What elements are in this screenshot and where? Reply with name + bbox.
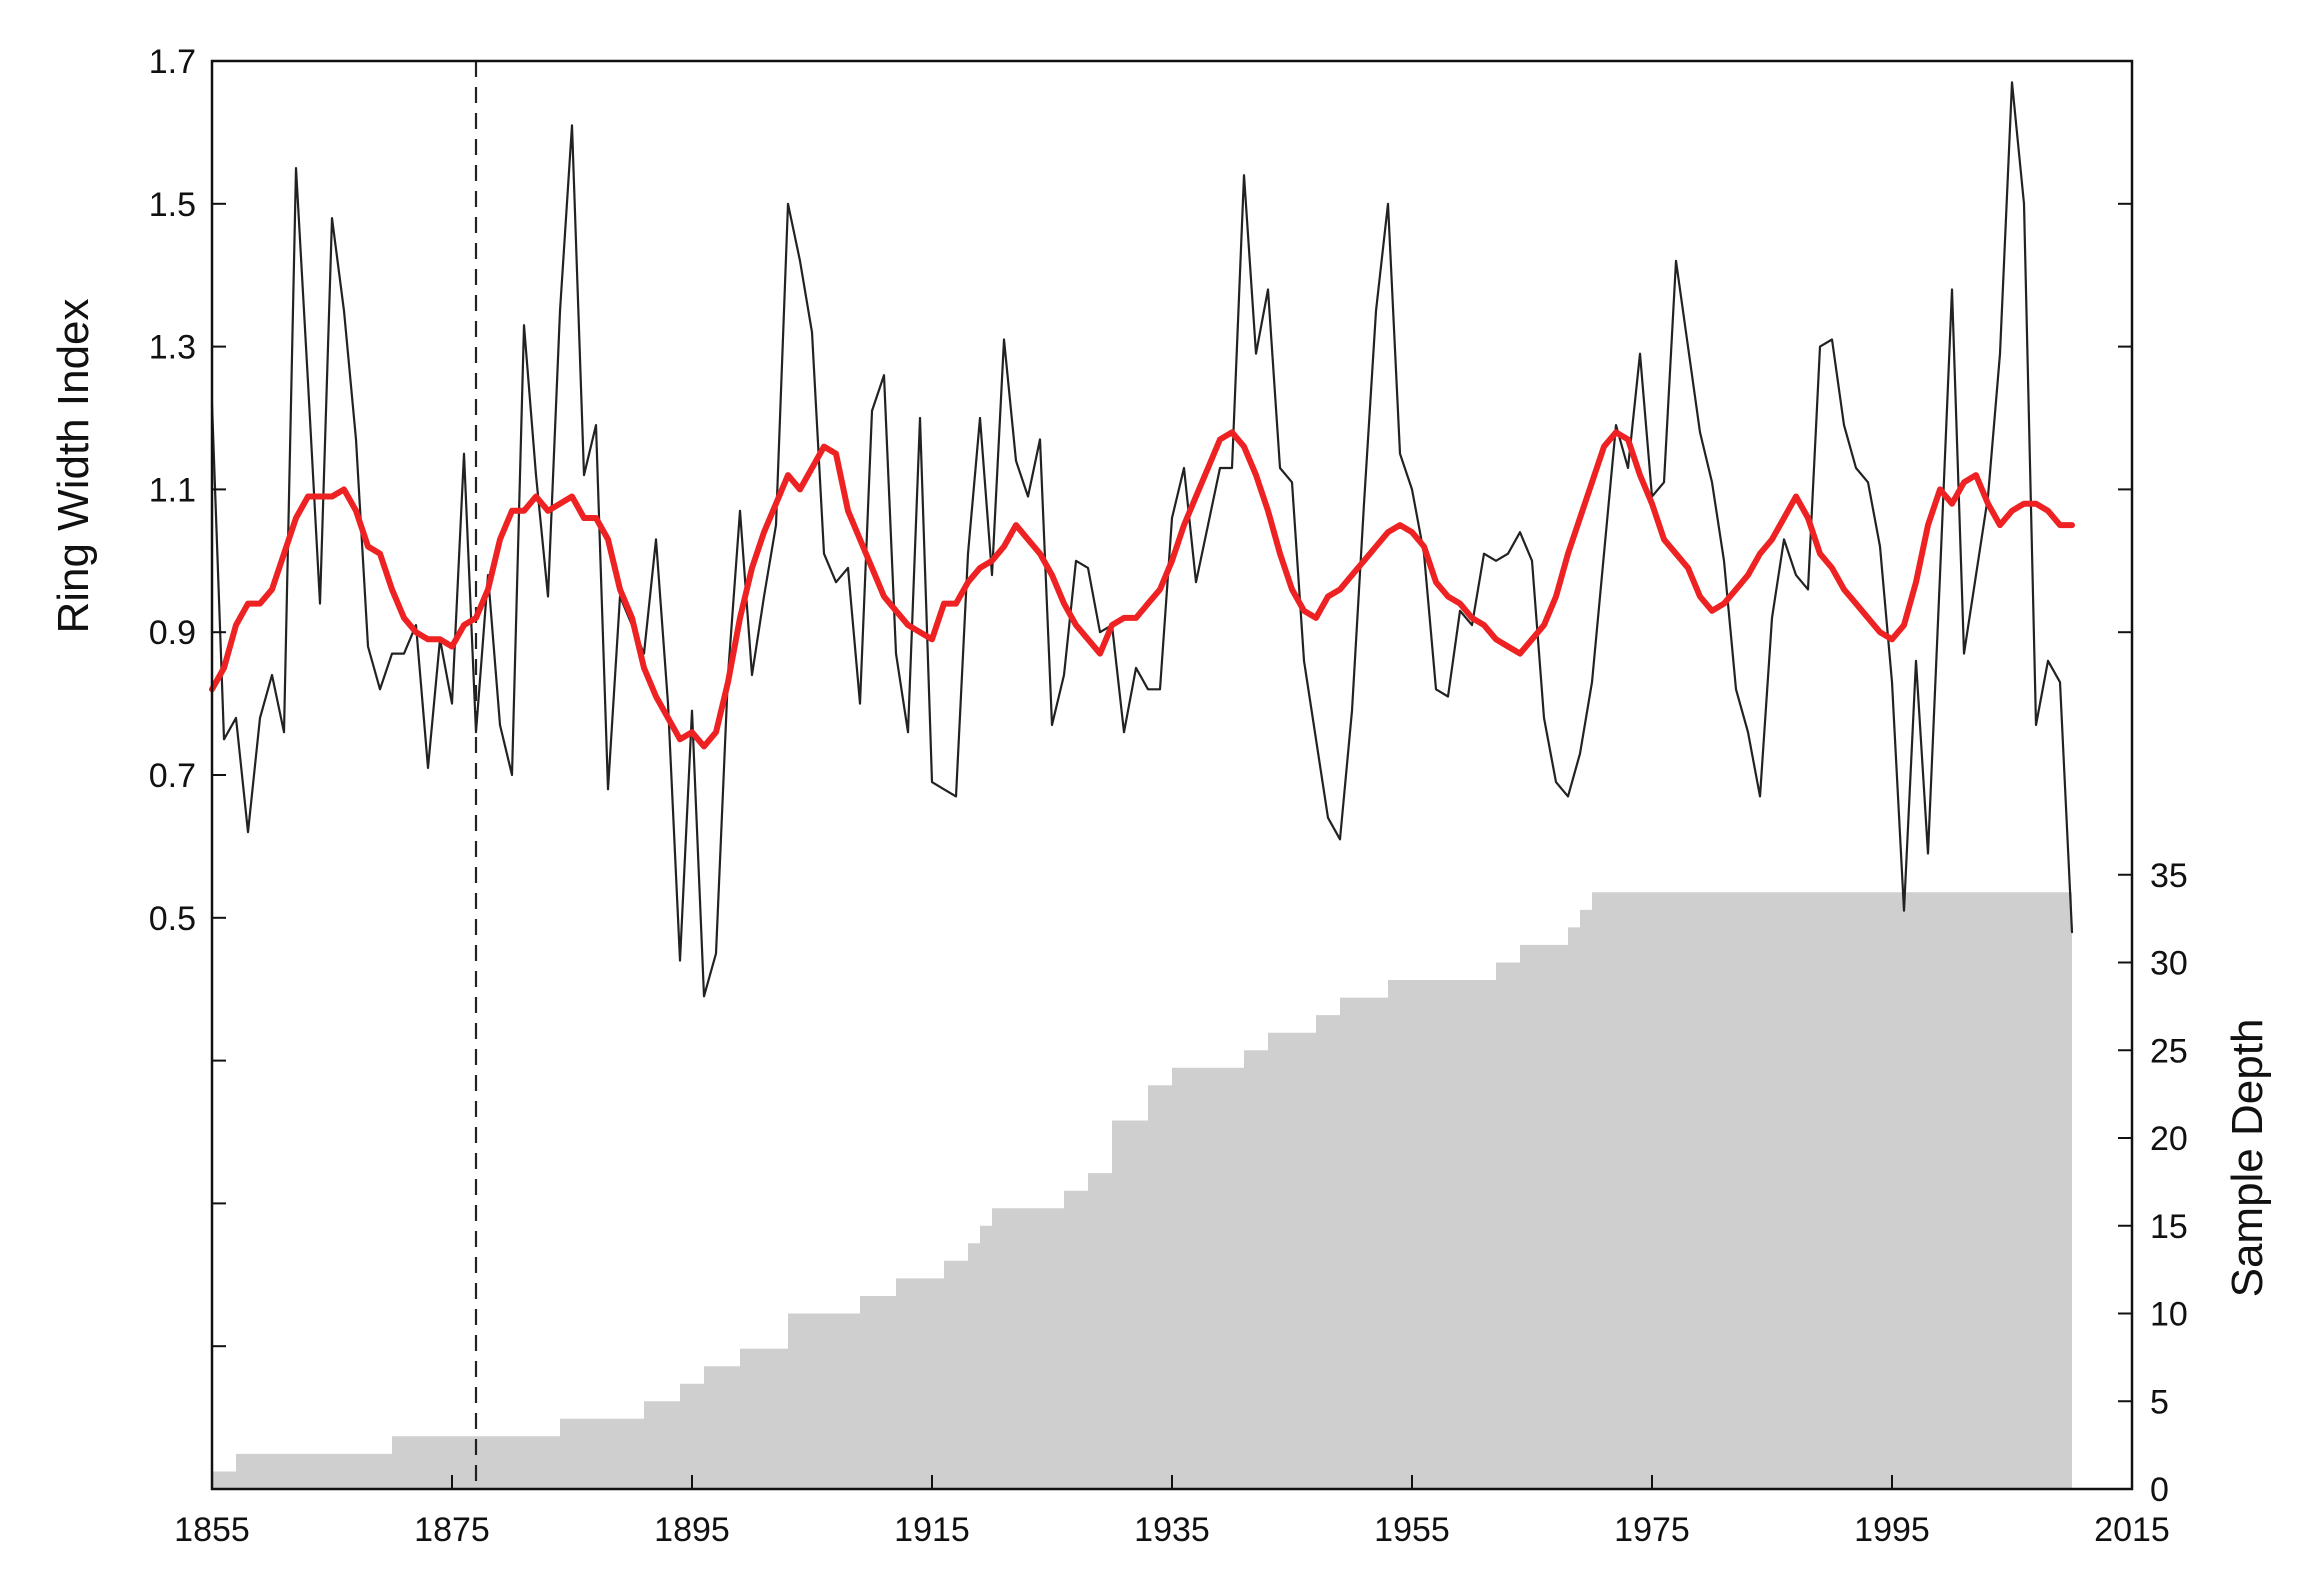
- y-tick-label: 1.7: [149, 43, 196, 81]
- y-tick-label: 0.9: [149, 614, 196, 652]
- x-tick-label: 1955: [1374, 1511, 1450, 1549]
- ring-width-series: [209, 81, 2075, 998]
- x-tick-label: 1875: [414, 1511, 490, 1549]
- y2-tick-label: 5: [2150, 1383, 2169, 1421]
- axes: 1855 1875 1895 1915 1935 1955 1975 1995 20150.50…: [149, 43, 2188, 1549]
- x-tick-label: 1975: [1614, 1511, 1690, 1549]
- y2-axis-title: Sample Depth: [2223, 1019, 2272, 1298]
- x-tick-label: 1995: [1854, 1511, 1930, 1549]
- y-tick-label: 0.7: [149, 757, 196, 795]
- y2-tick-label: 35: [2150, 857, 2188, 895]
- y2-tick-label: 25: [2150, 1032, 2188, 1070]
- sample-depth-steps: [212, 892, 2072, 1489]
- y-tick-label: 1.5: [149, 186, 196, 224]
- y2-tick-label: 15: [2150, 1208, 2188, 1246]
- smoothed-series-line: [209, 429, 2075, 750]
- y2-tick-label: 10: [2150, 1296, 2188, 1334]
- y-axis-title: Ring Width Index: [49, 298, 98, 633]
- y2-tick-label: 20: [2150, 1120, 2188, 1158]
- x-tick-label: 1915: [894, 1511, 970, 1549]
- y-tick-label: 1.3: [149, 329, 196, 367]
- ring-width-index-line: [210, 81, 2074, 998]
- x-tick-label: 1895: [654, 1511, 730, 1549]
- y2-tick-label: 30: [2150, 945, 2188, 983]
- x-tick-label: 2015: [2094, 1511, 2170, 1549]
- y-tick-label: 0.5: [149, 900, 196, 938]
- y2-tick-label: 0: [2150, 1471, 2169, 1509]
- y-tick-label: 1.1: [149, 471, 196, 509]
- sample-depth-area: [212, 892, 2072, 1489]
- x-tick-label: 1935: [1134, 1511, 1210, 1549]
- x-tick-label: 1855: [174, 1511, 250, 1549]
